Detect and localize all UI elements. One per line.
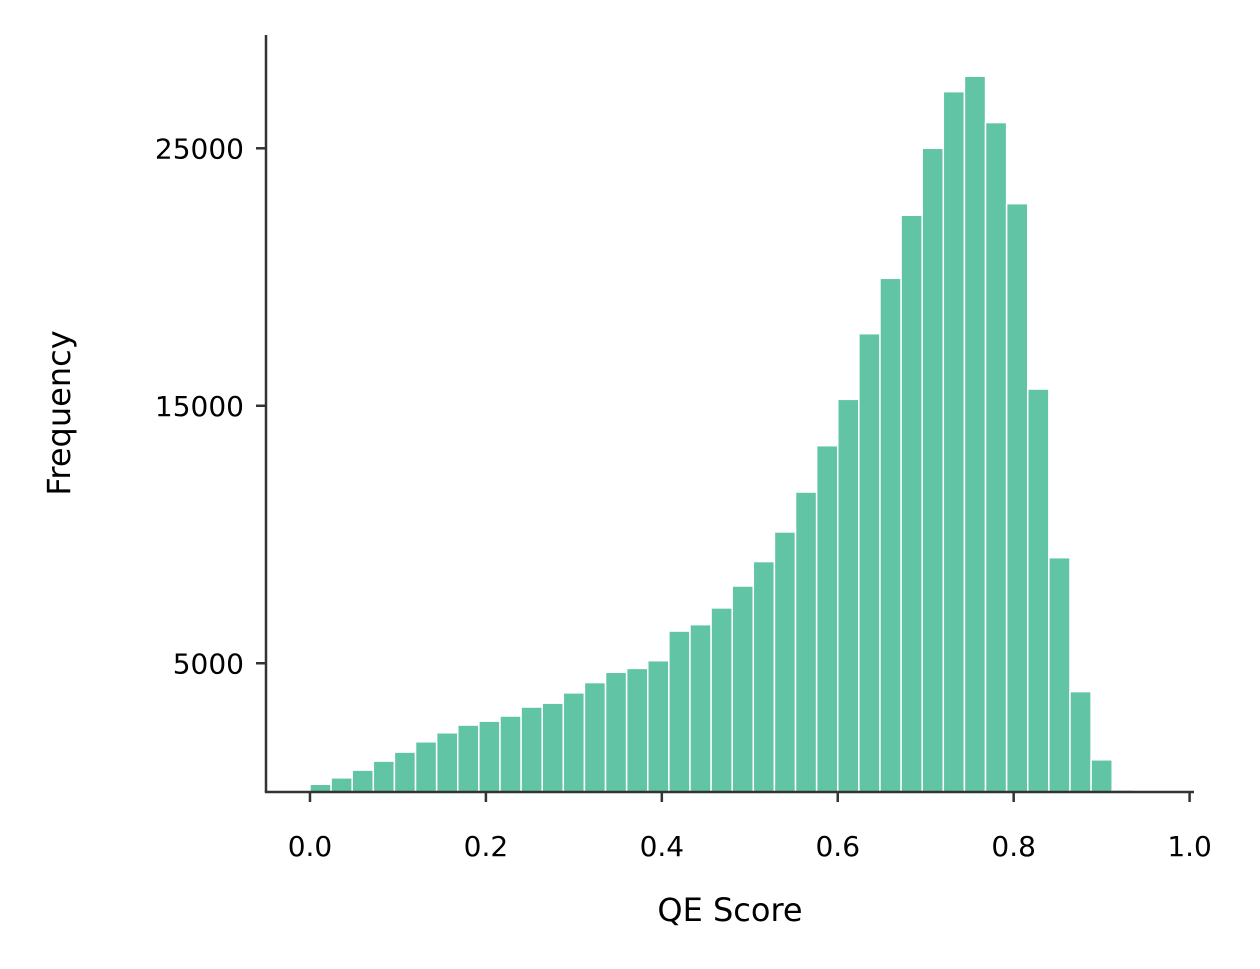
histogram-bar: [921, 147, 945, 793]
histogram-bar: [710, 607, 733, 793]
y-tick-label: 5000: [173, 647, 244, 680]
histogram-bar: [583, 681, 607, 793]
histogram-bar: [351, 769, 375, 793]
y-tick-label: 15000: [155, 390, 244, 423]
y-tick-label: 25000: [155, 132, 244, 165]
histogram-bar: [773, 531, 797, 793]
histogram-bar: [478, 720, 501, 793]
x-tick-label: 0.4: [640, 830, 685, 863]
histogram-bar: [562, 692, 586, 793]
histogram-bar: [520, 706, 543, 793]
histogram-bar: [900, 214, 923, 793]
histogram-bar: [879, 277, 902, 793]
histogram-bar: [435, 732, 459, 793]
histogram-bar: [837, 398, 860, 793]
histogram-bar: [647, 659, 670, 793]
histogram-bar: [815, 444, 839, 793]
histogram-bar: [794, 491, 818, 793]
histogram-bar: [372, 760, 396, 793]
histogram-bar: [393, 751, 417, 793]
histogram-bar: [457, 724, 480, 793]
histogram-bar: [1048, 556, 1071, 793]
x-tick-label: 0.2: [464, 830, 509, 863]
x-tick-label: 1.0: [1167, 830, 1212, 863]
histogram-bar: [414, 741, 438, 793]
histogram-bar: [499, 715, 522, 793]
y-axis-ticks: 5000 15000 25000: [155, 132, 266, 680]
x-tick-label: 0.8: [991, 830, 1036, 863]
histogram-bar: [604, 671, 628, 793]
histogram-bar: [541, 702, 565, 793]
histogram-bar: [1069, 690, 1092, 793]
histogram-bar: [1090, 759, 1113, 793]
histogram-bar: [625, 667, 649, 793]
x-axis-ticks: 0.0 0.2 0.4 0.6 0.8 1.0: [288, 792, 1212, 863]
y-axis-title: Frequency: [40, 330, 78, 495]
histogram-bar: [942, 90, 966, 793]
x-tick-label: 0.6: [815, 830, 860, 863]
histogram-bar: [963, 75, 987, 793]
histogram-bar: [668, 630, 691, 793]
histogram-bar: [689, 623, 712, 793]
histogram-bar: [984, 121, 1008, 793]
histogram-bar: [858, 332, 881, 793]
histogram-bars: [309, 75, 1135, 793]
histogram-bar: [330, 777, 353, 793]
histogram-bar: [1005, 202, 1029, 793]
histogram-bar: [1027, 388, 1050, 793]
histogram-bar: [731, 585, 755, 793]
x-axis-title: QE Score: [657, 891, 802, 929]
histogram-bar: [752, 560, 776, 793]
x-tick-label: 0.0: [288, 830, 333, 863]
